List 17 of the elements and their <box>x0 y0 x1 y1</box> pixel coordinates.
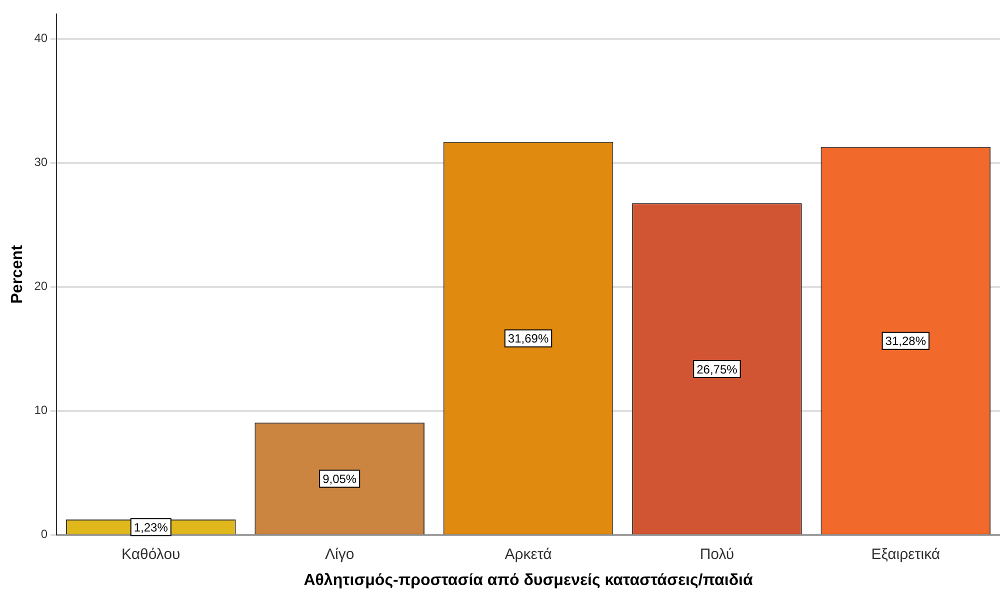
y-tick-label: 30 <box>34 155 48 170</box>
x-tick-label: Αρκετά <box>504 546 552 563</box>
data-label: 31,28% <box>885 334 926 348</box>
data-label: 31,69% <box>508 332 549 346</box>
x-tick-label: Λίγο <box>324 546 354 563</box>
data-label: 9,05% <box>322 472 357 486</box>
x-tick-label: Εξαιρετικά <box>871 546 940 563</box>
x-tick-label: Πολύ <box>700 546 734 563</box>
data-label: 1,23% <box>134 520 168 534</box>
y-axis-title: Percent <box>9 244 26 304</box>
data-label: 26,75% <box>696 362 738 376</box>
y-tick-label: 20 <box>34 279 48 294</box>
x-axis-title: Αθλητισμός-προστασία από δυσμενείς καταστάσεις/παιδιά <box>304 572 753 589</box>
y-tick-label: 10 <box>34 403 48 418</box>
y-tick-label: 40 <box>34 31 48 46</box>
y-tick-label: 0 <box>40 527 48 542</box>
x-tick-label: Καθόλου <box>122 546 180 563</box>
